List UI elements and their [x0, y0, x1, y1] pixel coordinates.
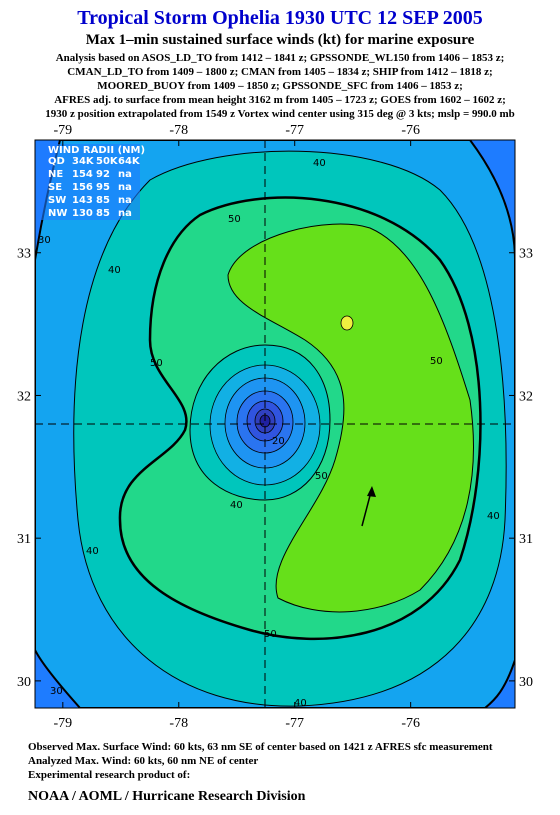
x-tick-label: -78	[169, 716, 188, 731]
wind-radii-cell: na	[118, 169, 132, 180]
wind-radii-header: 64K	[118, 156, 141, 167]
analysis-line: MOORED_BUOY from 1409 – 1850 z; GPSSONDE…	[97, 80, 463, 92]
wind-radii-cell: 156	[72, 182, 93, 193]
title: Tropical Storm Ophelia 1930 UTC 12 SEP 2…	[77, 7, 482, 29]
wind-radii-cell: SE	[48, 182, 62, 193]
contour-label: 50	[150, 358, 163, 369]
wind-radii-cell: 154	[72, 169, 93, 180]
footer-line: Experimental research product of:	[28, 769, 190, 781]
contour-label: 40	[294, 698, 307, 709]
y-tick-label: 32	[519, 389, 533, 404]
wind-radii-cell: na	[118, 182, 132, 193]
wind-radii-cell: NE	[48, 169, 63, 180]
wind-radii-cell: na	[118, 195, 132, 206]
x-tick-label: -79	[53, 123, 72, 138]
contour-label: 40	[230, 500, 243, 511]
subtitle: Max 1–min sustained surface winds (kt) f…	[86, 32, 475, 48]
x-tick-label: -77	[285, 716, 304, 731]
y-tick-label: 31	[17, 532, 31, 547]
contour-label: 30	[38, 235, 51, 246]
contour-label: 50	[315, 471, 328, 482]
analysis-line: AFRES adj. to surface from mean height 3…	[54, 94, 506, 106]
wind-radii-cell: 85	[96, 208, 110, 219]
y-tick-label: 31	[519, 532, 533, 547]
wind-radii-header: 50K	[96, 156, 119, 167]
contour-label: 50	[430, 356, 443, 367]
wind-radii-cell: 95	[96, 182, 110, 193]
contour-label: 50	[228, 214, 241, 225]
x-tick-label: -76	[401, 716, 420, 731]
y-tick-label: 33	[519, 247, 533, 262]
footer-line: Observed Max. Surface Wind: 60 kts, 63 n…	[28, 741, 493, 753]
organization: NOAA / AOML / Hurricane Research Divisio…	[28, 789, 306, 804]
y-tick-label: 32	[17, 389, 31, 404]
contour-labels: 40 50 40 30 50 50 50 40 50 40 40 30 40 2…	[38, 158, 500, 709]
wind-radii-header: 34K	[72, 156, 95, 167]
wind-radii-cell: 143	[72, 195, 93, 206]
contour-label: 30	[50, 686, 63, 697]
analysis-line: Analysis based on ASOS_LD_TO from 1412 –…	[56, 52, 505, 64]
wind-radii-table: QD 34K 50K 64K NE 154 92 na SE 156 95 na SW 143 85 na NW…	[48, 156, 141, 219]
x-tick-label: -77	[285, 123, 304, 138]
wind-radii-cell: 85	[96, 195, 110, 206]
contour-label: 40	[86, 546, 99, 557]
analysis-line: CMAN_LD_TO from 1409 – 1800 z; CMAN from…	[67, 66, 492, 78]
contour-label: 40	[313, 158, 326, 169]
contour-label: 40	[487, 511, 500, 522]
wind-radii-cell: 92	[96, 169, 110, 180]
y-tick-label: 30	[17, 675, 31, 690]
footer-line: Analyzed Max. Wind: 60 kts, 60 nm NE of …	[28, 755, 258, 767]
contour-label: 50	[264, 629, 277, 640]
wind-radii-cell: na	[118, 208, 132, 219]
wind-radii-header: QD	[48, 156, 65, 167]
wind-radii-cell: NW	[48, 208, 67, 219]
y-tick-label: 33	[17, 247, 31, 262]
wind-field	[35, 140, 515, 708]
x-tick-label: -79	[53, 716, 72, 731]
wind-radii-title: WIND RADII (NM)	[48, 145, 145, 156]
y-tick-label: 30	[519, 675, 533, 690]
wind-radii-cell: 130	[72, 208, 93, 219]
map-frame	[34, 139, 516, 709]
x-tick-label: -76	[401, 123, 420, 138]
x-tick-label: -78	[169, 123, 188, 138]
contour-label: 40	[108, 265, 121, 276]
analysis-line: 1930 z position extrapolated from 1549 z…	[45, 108, 515, 120]
wind-radii-cell: SW	[48, 195, 66, 206]
contour-label: 20	[272, 436, 285, 447]
